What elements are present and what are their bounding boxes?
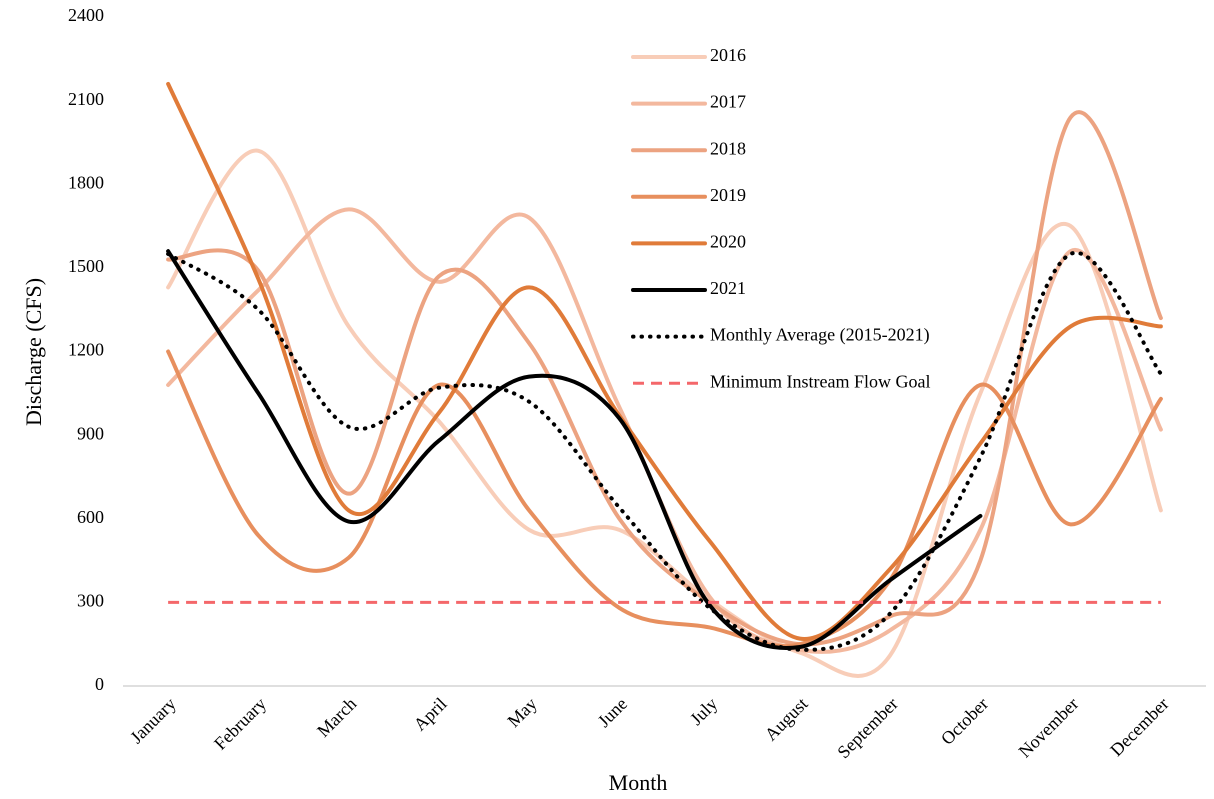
x-tick-label: January xyxy=(126,694,180,748)
y-tick-label: 1200 xyxy=(68,340,104,360)
y-axis-title: Discharge (CFS) xyxy=(21,278,46,426)
x-tick-label: February xyxy=(210,694,270,754)
x-tick-label: June xyxy=(594,694,631,731)
x-tick-label: December xyxy=(1106,694,1172,760)
x-tick-label: October xyxy=(937,694,992,749)
legend-label: 2018 xyxy=(710,138,746,158)
y-tick-label: 0 xyxy=(95,674,104,694)
y-tick-label: 1800 xyxy=(68,172,104,192)
series-line xyxy=(166,249,983,650)
legend-label: 2017 xyxy=(710,92,746,112)
legend-label: Minimum Instream Flow Goal xyxy=(710,371,930,391)
x-tick-label: July xyxy=(686,694,721,729)
y-tick-label: 300 xyxy=(77,591,104,611)
series-line xyxy=(166,349,1163,649)
x-tick-label: September xyxy=(833,694,902,763)
y-tick-label: 600 xyxy=(77,507,104,527)
legend-label: Monthly Average (2015-2021) xyxy=(710,325,930,346)
x-tick-label: April xyxy=(410,694,451,735)
legend-label: 2021 xyxy=(710,278,746,298)
y-tick-label: 1500 xyxy=(68,256,104,276)
legend-label: 2016 xyxy=(710,45,746,65)
x-tick-label: August xyxy=(761,694,812,745)
x-tick-label: November xyxy=(1014,694,1082,762)
y-tick-label: 2100 xyxy=(68,89,104,109)
y-tick-label: 2400 xyxy=(68,5,104,25)
x-tick-label: May xyxy=(503,694,540,731)
legend-label: 2019 xyxy=(710,185,746,205)
x-axis-title: Month xyxy=(609,770,668,795)
x-tick-label: March xyxy=(313,694,360,741)
legend-label: 2020 xyxy=(710,232,746,252)
series-line xyxy=(166,207,1163,654)
y-tick-label: 900 xyxy=(77,423,104,443)
series-line xyxy=(166,81,1163,641)
series-line xyxy=(166,110,1163,647)
series-line xyxy=(166,250,1163,652)
